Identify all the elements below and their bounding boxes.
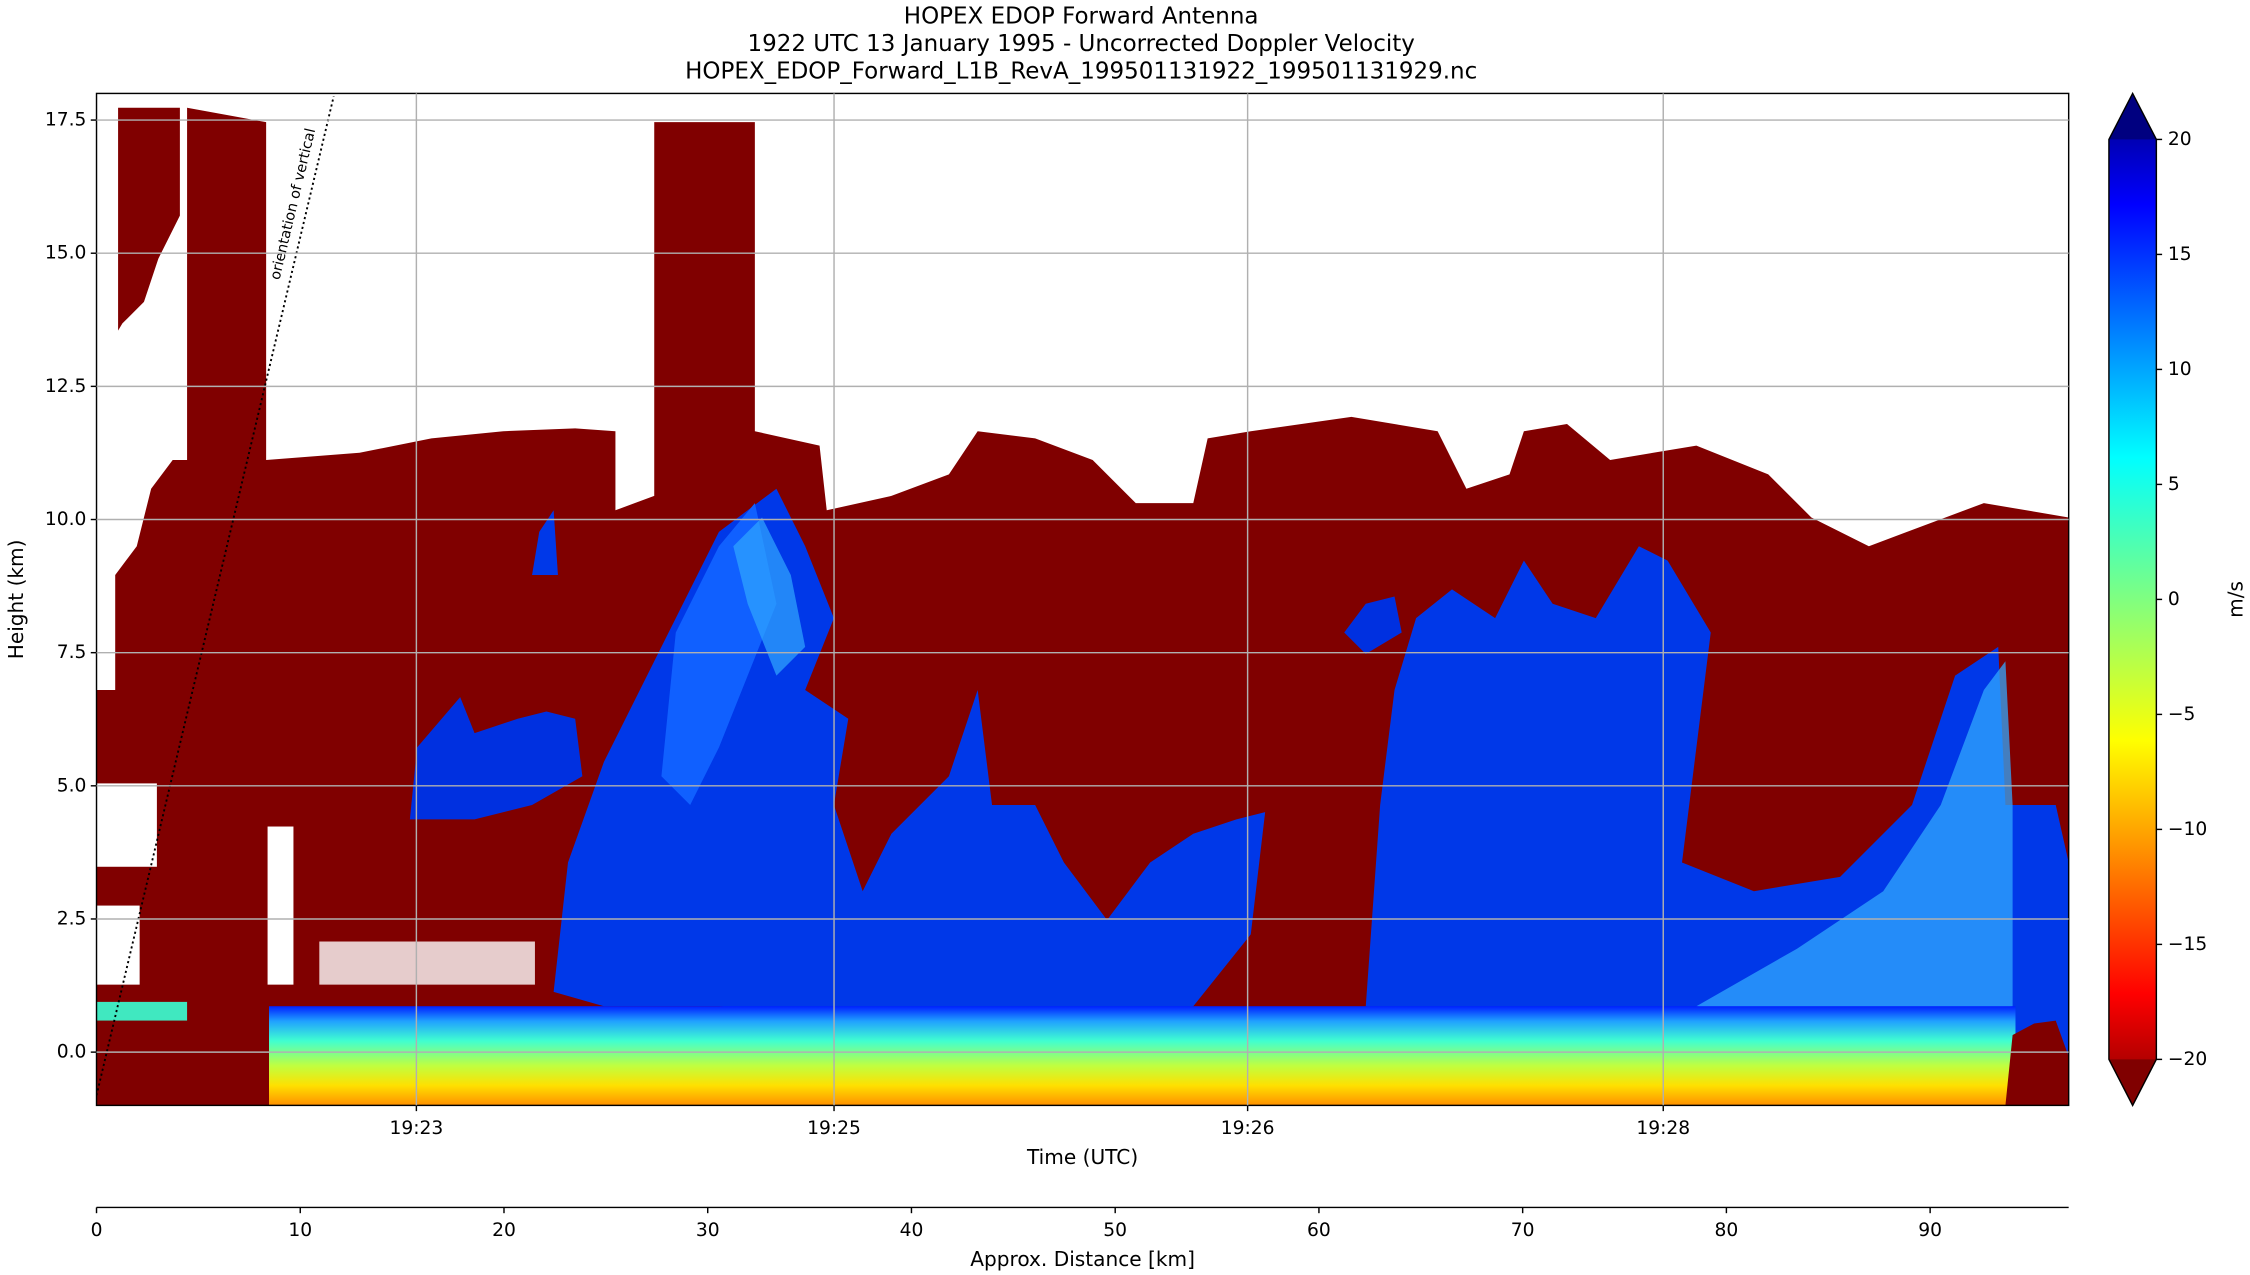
colorbar-extend (2108, 1059, 2157, 1106)
plot-frame (95, 92, 2070, 1107)
colorbar-label: m/s (2223, 581, 2247, 618)
colorbar-tick-label: −5 (2168, 704, 2196, 725)
y-axis-label: Height (km) (4, 540, 28, 660)
chart-subtitle: 1922 UTC 13 January 1995 - Uncorrected D… (747, 31, 1414, 57)
chart-title: HOPEX EDOP Forward Antenna (904, 4, 1259, 30)
x-tick-label: 19:23 (389, 1118, 443, 1139)
colorbar-tick-label: 0 (2168, 589, 2180, 610)
y-tick-label: 17.5 (45, 110, 87, 131)
y-tick-label: 15.0 (45, 243, 87, 264)
y-tick-label: 10.0 (45, 509, 87, 530)
chart-subtitle: HOPEX_EDOP_Forward_L1B_RevA_199501131922… (685, 58, 1477, 84)
x2-tick-label: 10 (288, 1220, 312, 1241)
colorbar (2108, 93, 2157, 1106)
y-tick-label: 7.5 (57, 642, 87, 663)
x-tick-label: 19:25 (807, 1118, 861, 1139)
x2-tick-label: 50 (1103, 1220, 1127, 1241)
x-tick-label: 19:26 (1221, 1118, 1275, 1139)
x2-tick-label: 60 (1307, 1220, 1331, 1241)
y-tick-label: 0.0 (57, 1042, 87, 1063)
colorbar-tick-label: −15 (2168, 934, 2207, 955)
x2-tick-label: 0 (91, 1220, 103, 1241)
colorbar-tick-label: 10 (2168, 359, 2192, 380)
colorbar-tick-label: −20 (2168, 1049, 2207, 1070)
x-axis-label: Time (UTC) (1026, 1145, 1138, 1169)
colorbar-tick-label: −10 (2168, 819, 2207, 840)
y-tick-label: 5.0 (57, 775, 87, 796)
x-tick-label: 19:28 (1636, 1118, 1690, 1139)
y-tick-label: 12.5 (45, 376, 87, 397)
colorbar-tick-label: 20 (2168, 129, 2192, 150)
x2-tick-label: 20 (492, 1220, 516, 1241)
x2-tick-label: 70 (1511, 1220, 1535, 1241)
y-tick-label: 2.5 (57, 908, 87, 929)
x2-tick-label: 90 (1918, 1220, 1942, 1241)
colorbar-tick-label: 15 (2168, 244, 2192, 265)
x2-tick-label: 30 (696, 1220, 720, 1241)
x2-tick-label: 80 (1715, 1220, 1739, 1241)
heatmap (96, 93, 2069, 1106)
x2-tick-label: 40 (900, 1220, 924, 1241)
colorbar-extend (2108, 93, 2157, 140)
x2-axis-label: Approx. Distance [km] (970, 1247, 1195, 1271)
colorbar-tick-label: 5 (2168, 474, 2180, 495)
